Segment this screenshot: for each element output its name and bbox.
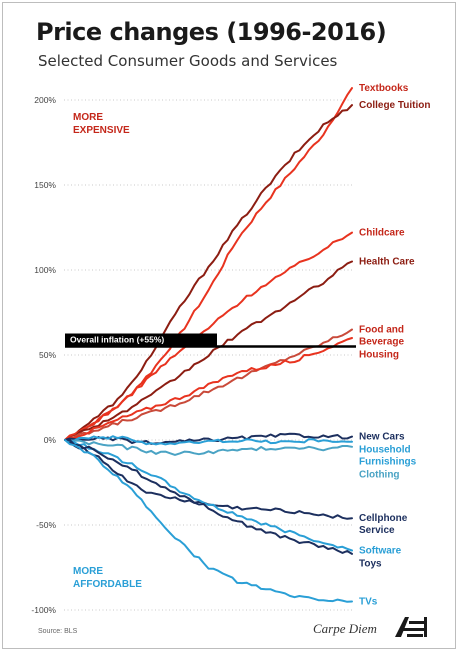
series-label: New Cars <box>359 432 405 443</box>
y-tick-label: -100% <box>31 605 56 615</box>
series-label: Textbooks <box>359 83 409 94</box>
inflation-label-box <box>65 333 217 346</box>
series-label: Beverage <box>359 337 404 348</box>
y-tick-label: 200% <box>34 95 56 105</box>
series-line <box>64 439 353 552</box>
series-label: Housing <box>359 350 399 361</box>
more-expensive-label: MORE <box>73 112 103 123</box>
series-label: Food and <box>359 325 404 336</box>
series-line <box>64 439 353 603</box>
series-label: Health Care <box>359 257 415 268</box>
more-affordable-label: AFFORDABLE <box>73 579 142 590</box>
more-expensive-label: EXPENSIVE <box>73 125 130 136</box>
series-label: Cellphone <box>359 513 408 524</box>
series-label: Clothing <box>359 470 400 481</box>
series-line <box>64 439 353 555</box>
series-line <box>64 231 353 441</box>
brand-name: Carpe Diem <box>313 621 377 636</box>
series-label: Service <box>359 525 395 536</box>
chart-title: Price changes (1996-2016) <box>36 18 387 46</box>
inflation-label: Overall inflation (+55%) <box>70 335 164 345</box>
series-line <box>64 432 353 445</box>
series-line <box>64 337 353 441</box>
series-label: Toys <box>359 559 382 570</box>
chart-subtitle: Selected Consumer Goods and Services <box>38 52 338 70</box>
series-label: Furnishings <box>359 457 417 468</box>
more-affordable-label: MORE <box>73 566 103 577</box>
source-note: Source: BLS <box>38 628 78 635</box>
chart-frame <box>2 2 456 649</box>
series-line <box>64 435 353 446</box>
y-tick-label: 0% <box>44 435 57 445</box>
y-tick-label: 150% <box>34 180 56 190</box>
series-line <box>64 260 353 441</box>
aei-logo <box>395 617 427 637</box>
y-tick-label: 50% <box>39 350 56 360</box>
series-line <box>64 104 353 441</box>
series-label: Household <box>359 445 411 456</box>
series-label: Software <box>359 546 402 557</box>
series-label: Childcare <box>359 228 405 239</box>
series-line <box>64 328 353 441</box>
series-label: College Tuition <box>359 100 430 111</box>
y-tick-label: 100% <box>34 265 56 275</box>
series-label: TVs <box>359 597 378 608</box>
series-line <box>64 439 353 456</box>
y-tick-label: -50% <box>36 520 56 530</box>
